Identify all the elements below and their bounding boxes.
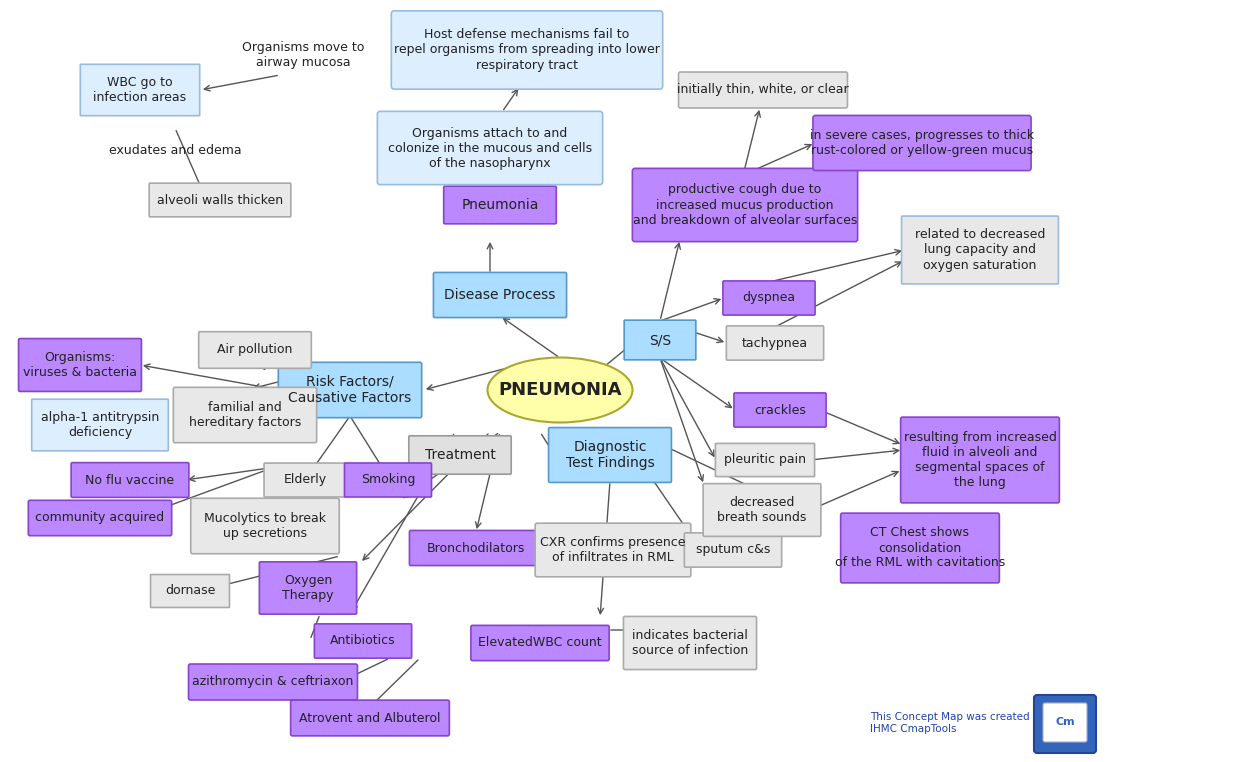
- Text: Disease Process: Disease Process: [444, 288, 555, 302]
- Text: sputum c&s: sputum c&s: [696, 543, 770, 556]
- Text: resulting from increased
fluid in alveoli and
segmental spaces of
the lung: resulting from increased fluid in alveol…: [903, 431, 1056, 489]
- Text: dornase: dornase: [165, 584, 215, 597]
- FancyBboxPatch shape: [624, 320, 696, 360]
- FancyBboxPatch shape: [199, 331, 311, 368]
- FancyBboxPatch shape: [259, 562, 357, 614]
- FancyBboxPatch shape: [433, 273, 566, 318]
- Text: initially thin, white, or clear: initially thin, white, or clear: [677, 84, 849, 97]
- FancyBboxPatch shape: [315, 624, 412, 658]
- Text: community acquired: community acquired: [36, 511, 164, 524]
- Text: Treatment: Treatment: [424, 448, 495, 462]
- Text: indicates bacterial
source of infection: indicates bacterial source of infection: [632, 629, 748, 657]
- FancyBboxPatch shape: [632, 168, 858, 242]
- Ellipse shape: [487, 357, 633, 422]
- Text: alpha-1 antitrypsin
deficiency: alpha-1 antitrypsin deficiency: [41, 411, 159, 439]
- FancyBboxPatch shape: [149, 183, 291, 217]
- Text: Pneumonia: Pneumonia: [462, 198, 539, 212]
- FancyBboxPatch shape: [685, 533, 781, 567]
- Text: Mucolytics to break
up secretions: Mucolytics to break up secretions: [204, 512, 326, 540]
- FancyBboxPatch shape: [902, 216, 1059, 284]
- Text: Cm: Cm: [1055, 717, 1075, 727]
- Text: dyspnea: dyspnea: [743, 292, 796, 305]
- FancyBboxPatch shape: [378, 111, 602, 184]
- Text: No flu vaccine: No flu vaccine: [85, 473, 174, 486]
- Text: PNEUMONIA: PNEUMONIA: [499, 381, 622, 399]
- Text: Organisms move to
airway mucosa: Organisms move to airway mucosa: [242, 41, 364, 69]
- FancyBboxPatch shape: [189, 664, 358, 700]
- FancyBboxPatch shape: [32, 399, 168, 451]
- FancyBboxPatch shape: [28, 501, 172, 536]
- FancyBboxPatch shape: [901, 417, 1059, 503]
- FancyBboxPatch shape: [727, 326, 823, 360]
- FancyBboxPatch shape: [19, 338, 142, 392]
- Text: decreased
breath sounds: decreased breath sounds: [717, 496, 807, 524]
- Text: Diagnostic
Test Findings: Diagnostic Test Findings: [565, 440, 654, 470]
- Text: Risk Factors/
Causative Factors: Risk Factors/ Causative Factors: [289, 375, 412, 405]
- Text: Host defense mechanisms fail to
repel organisms from spreading into lower
respir: Host defense mechanisms fail to repel or…: [394, 28, 660, 72]
- FancyBboxPatch shape: [151, 575, 230, 607]
- FancyBboxPatch shape: [173, 387, 317, 443]
- FancyBboxPatch shape: [723, 281, 816, 315]
- Text: in severe cases, progresses to thick
rust-colored or yellow-green mucus: in severe cases, progresses to thick rus…: [810, 129, 1034, 157]
- Text: alveoli walls thicken: alveoli walls thicken: [157, 194, 283, 207]
- FancyBboxPatch shape: [679, 72, 848, 108]
- Text: productive cough due to
increased mucus production
and breakdown of alveolar sur: productive cough due to increased mucus …: [633, 184, 858, 226]
- Text: This Concept Map was created with
IHMC CmapTools: This Concept Map was created with IHMC C…: [870, 712, 1055, 734]
- FancyBboxPatch shape: [813, 116, 1032, 171]
- Text: exudates and edema: exudates and edema: [109, 143, 242, 156]
- FancyBboxPatch shape: [1034, 695, 1096, 753]
- FancyBboxPatch shape: [703, 484, 821, 536]
- FancyBboxPatch shape: [471, 626, 610, 661]
- FancyBboxPatch shape: [410, 530, 543, 565]
- Text: familial and
hereditary factors: familial and hereditary factors: [189, 401, 301, 429]
- FancyBboxPatch shape: [536, 523, 691, 577]
- Text: related to decreased
lung capacity and
oxygen saturation: related to decreased lung capacity and o…: [914, 229, 1045, 271]
- Text: tachypnea: tachypnea: [742, 337, 808, 350]
- FancyBboxPatch shape: [291, 700, 449, 736]
- Text: Organisms attach to and
colonize in the mucous and cells
of the nasopharynx: Organisms attach to and colonize in the …: [387, 126, 592, 169]
- Text: Bronchodilators: Bronchodilators: [427, 542, 526, 555]
- FancyBboxPatch shape: [344, 463, 432, 497]
- FancyBboxPatch shape: [840, 513, 1000, 583]
- Text: pleuritic pain: pleuritic pain: [724, 453, 806, 466]
- Text: CXR confirms presence
of infiltrates in RML: CXR confirms presence of infiltrates in …: [540, 536, 686, 564]
- Text: CT Chest shows
consolidation
of the RML with cavitations: CT Chest shows consolidation of the RML …: [835, 527, 1006, 569]
- FancyBboxPatch shape: [72, 463, 189, 498]
- Text: Air pollution: Air pollution: [217, 344, 292, 357]
- FancyBboxPatch shape: [408, 436, 511, 474]
- FancyBboxPatch shape: [80, 64, 200, 116]
- FancyBboxPatch shape: [716, 443, 814, 476]
- FancyBboxPatch shape: [444, 186, 557, 224]
- FancyBboxPatch shape: [191, 498, 339, 554]
- Text: Organisms:
viruses & bacteria: Organisms: viruses & bacteria: [23, 351, 137, 379]
- Text: Antibiotics: Antibiotics: [331, 635, 396, 648]
- Text: crackles: crackles: [754, 404, 806, 417]
- FancyBboxPatch shape: [549, 427, 671, 482]
- Text: ElevatedWBC count: ElevatedWBC count: [479, 636, 602, 649]
- Text: Elderly: Elderly: [284, 473, 327, 486]
- Text: S/S: S/S: [649, 333, 671, 347]
- Text: Smoking: Smoking: [360, 473, 415, 486]
- FancyBboxPatch shape: [734, 393, 826, 427]
- FancyBboxPatch shape: [1043, 703, 1087, 742]
- Text: Atrovent and Albuterol: Atrovent and Albuterol: [300, 712, 441, 725]
- Text: azithromycin & ceftriaxon: azithromycin & ceftriaxon: [193, 675, 354, 689]
- FancyBboxPatch shape: [391, 11, 663, 89]
- FancyBboxPatch shape: [264, 463, 346, 497]
- Text: Oxygen
Therapy: Oxygen Therapy: [283, 574, 333, 602]
- FancyBboxPatch shape: [623, 616, 756, 670]
- FancyBboxPatch shape: [279, 362, 422, 418]
- Text: WBC go to
infection areas: WBC go to infection areas: [94, 76, 186, 104]
